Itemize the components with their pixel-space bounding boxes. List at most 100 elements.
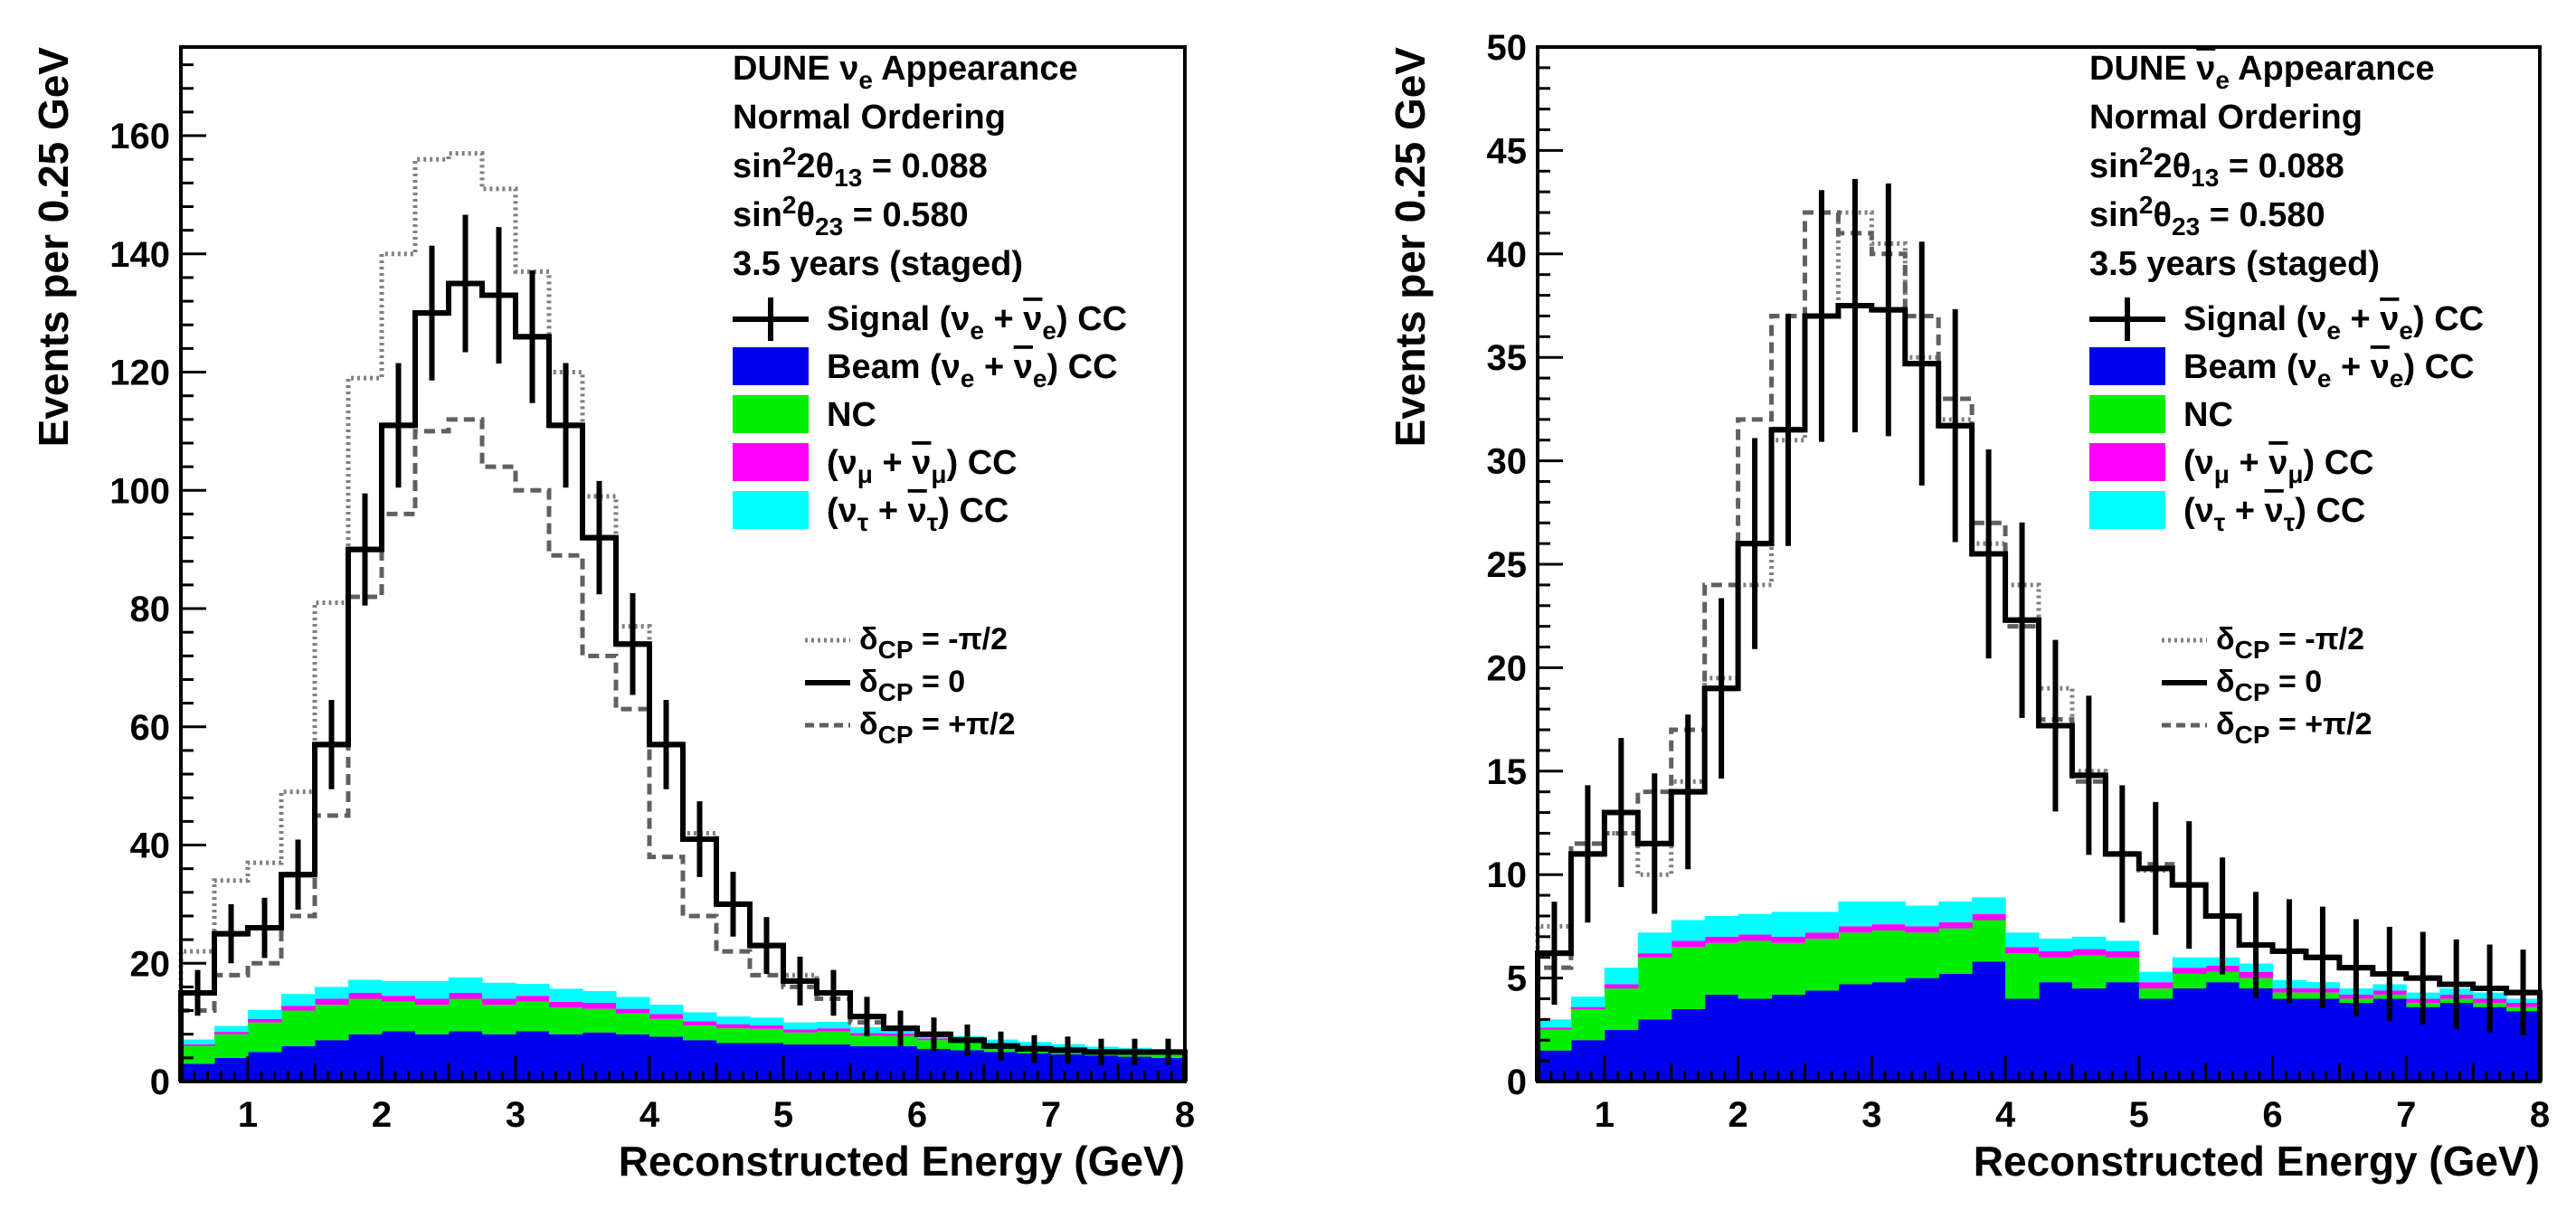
bar-beam-14 [649, 1036, 684, 1082]
bar-nutau-9 [482, 982, 516, 999]
legend-label-run: ν [908, 492, 927, 530]
info-line-run: e [2215, 66, 2230, 94]
y-tick-label: 80 [130, 590, 171, 629]
bar-nc-12 [1938, 928, 1973, 975]
bar-nutau-1 [214, 1025, 249, 1033]
bar-numu-0 [181, 1044, 215, 1046]
legend-label-run: ν [912, 444, 931, 482]
legend-swatch-nc [733, 395, 809, 433]
bar-beam-13 [616, 1034, 650, 1082]
info-line-run: = 0.580 [843, 196, 968, 234]
plot-frame [179, 45, 1187, 1083]
bar-nutau-13 [1972, 897, 2006, 914]
bar-nc-11 [1905, 932, 1939, 978]
y-tick-label: 5 [1507, 959, 1527, 999]
legend-label-run: e [2390, 364, 2404, 392]
legend-swatch-nutau [733, 491, 809, 529]
bar-beam-4 [315, 1040, 349, 1082]
bar-numu-16 [716, 1024, 751, 1029]
bar-beam-16 [716, 1043, 751, 1082]
y-tick-label: 100 [109, 471, 170, 511]
info-line-run: DUNE [2089, 50, 2196, 88]
bar-numu-15 [2039, 950, 2073, 958]
y-tick-label: 30 [1487, 442, 1528, 482]
legend-label-run: + [2225, 492, 2264, 530]
legend-label-run: e [1033, 364, 1047, 392]
bar-beam-20 [2205, 982, 2240, 1082]
info-line-run: 2 [2139, 191, 2154, 219]
bar-beam-2 [248, 1052, 282, 1082]
bar-numu-0 [1538, 1027, 1572, 1030]
info-line-run: sin [733, 196, 782, 234]
legend-label-run: ν [2307, 300, 2326, 338]
bar-numu-9 [1838, 926, 1872, 933]
cp-legend-label-run: = +π/2 [2270, 707, 2372, 742]
info-line-run: 13 [2191, 164, 2219, 192]
bar-beam-8 [1804, 990, 1839, 1082]
bar-nc-0 [1538, 1029, 1572, 1051]
legend-swatch-numu [2089, 443, 2165, 481]
info-line-run: Appearance [873, 50, 1078, 88]
bar-beam-21 [2239, 988, 2274, 1082]
bar-beam-3 [281, 1045, 316, 1082]
x-tick-label: 8 [1175, 1095, 1195, 1135]
bar-numu-19 [2172, 968, 2207, 975]
bar-numu-17 [2105, 950, 2140, 958]
info-line-run: Normal Ordering [2089, 99, 2363, 137]
legend-swatch-nc [2089, 395, 2165, 433]
info-line-run: 2θ [2153, 147, 2191, 185]
legend-label: NC [827, 396, 876, 434]
bar-nutau-10 [1871, 901, 1906, 925]
x-tick-label: 2 [1728, 1095, 1747, 1135]
bar-numu-1 [214, 1032, 249, 1034]
legend-label-run: ) CC [2413, 300, 2484, 338]
cp-legend-label-run: CP [878, 636, 914, 664]
y-tick-label: 40 [130, 827, 171, 866]
bar-numu-11 [549, 1001, 583, 1008]
bar-beam-19 [817, 1044, 851, 1082]
bar-numu-16 [2071, 949, 2107, 956]
bar-beam-18 [783, 1044, 818, 1082]
legend-label-run: ) CC [2295, 492, 2365, 530]
bar-nutau-12 [582, 990, 617, 1004]
bar-beam-22 [917, 1049, 952, 1082]
legend-label-run: ν [942, 348, 961, 386]
bar-nutau-0 [1538, 1019, 1572, 1028]
bar-nutau-18 [2138, 971, 2174, 983]
bar-beam-11 [549, 1034, 583, 1082]
bar-nutau-17 [750, 1017, 784, 1025]
bar-nutau-4 [315, 987, 349, 999]
bar-numu-15 [683, 1021, 717, 1025]
legend-label-run: μ [931, 460, 946, 488]
bar-numu-7 [1771, 936, 1806, 943]
bar-beam-6 [1738, 998, 1773, 1082]
bar-nc-10 [1871, 930, 1906, 983]
info-line-run: 3.5 years (staged) [733, 245, 1023, 283]
legend-label-run: ) CC [2304, 444, 2374, 482]
info-line-run: ν [2196, 50, 2215, 88]
cp-legend-label-run: = 0 [2270, 665, 2323, 699]
y-tick-label: 50 [1487, 28, 1528, 68]
bar-nc-17 [750, 1028, 784, 1044]
bar-beam-15 [2039, 982, 2073, 1082]
cp-legend-label-run: δ [859, 665, 878, 699]
bar-nutau-4 [1671, 920, 1706, 941]
bar-beam-1 [1570, 1040, 1605, 1082]
bar-numu-7 [415, 998, 450, 1006]
bar-numu-13 [616, 1008, 650, 1014]
bar-beam-4 [1671, 1008, 1706, 1082]
info-line-run: 2 [782, 191, 797, 219]
bar-numu-13 [1972, 913, 2006, 921]
bar-nc-0 [181, 1045, 215, 1064]
bar-beam-18 [2138, 998, 2174, 1082]
bar-nc-8 [1804, 939, 1839, 991]
x-tick-label: 3 [506, 1095, 526, 1135]
bar-numu-11 [1905, 926, 1939, 933]
legend-label-run: ν [2195, 492, 2214, 530]
y-tick-label: 120 [109, 354, 170, 393]
y-tick-label: 60 [130, 708, 171, 748]
bar-numu-19 [817, 1028, 851, 1032]
